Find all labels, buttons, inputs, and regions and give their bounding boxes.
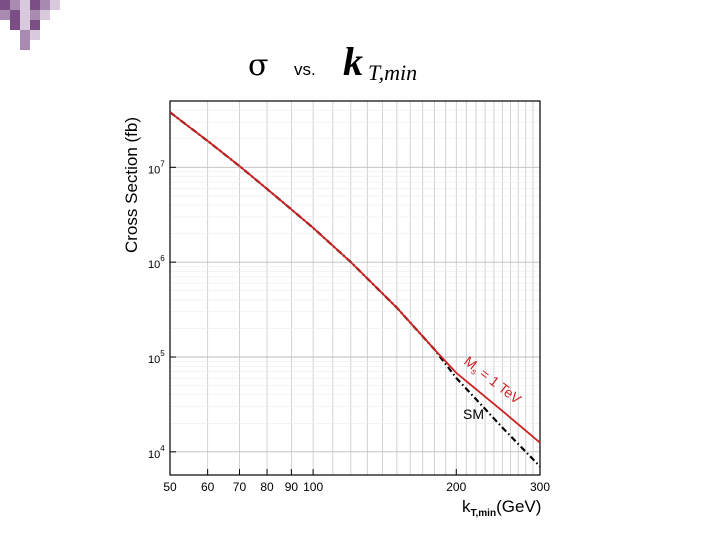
title-sigma: σ [248, 48, 269, 83]
series-group [169, 111, 541, 468]
y-tick-label: 105 [148, 349, 165, 366]
y-tick-label: 107 [148, 159, 165, 176]
decor-square [40, 10, 50, 20]
y-tick-label: 106 [148, 254, 165, 271]
y-tick-label: 104 [148, 444, 165, 461]
decor-square [10, 20, 20, 30]
grid [169, 100, 541, 475]
series-line-ms [169, 111, 541, 444]
decor-square [30, 30, 40, 40]
decor-square [20, 20, 30, 30]
series-label-ms-sub: s [469, 366, 479, 377]
decor-square [30, 10, 40, 20]
title-vs: vs. [294, 60, 316, 79]
decorative-squares [0, 0, 80, 60]
y-tick-label-base: 10 [148, 259, 160, 271]
x-axis-label: kT,min(GeV) [462, 497, 541, 519]
decor-square [20, 10, 30, 20]
decor-square [20, 0, 30, 10]
decor-square [30, 0, 40, 10]
y-tick-label-base: 10 [148, 449, 160, 461]
x-tick-label: 60 [201, 480, 215, 494]
y-tick-label-exponent: 5 [160, 349, 165, 358]
x-tick-label: 200 [446, 480, 466, 494]
decor-square [20, 40, 30, 50]
series-label-sm: SM [463, 406, 484, 422]
x-tick-label: 90 [285, 480, 299, 494]
decor-square [0, 10, 10, 20]
title-subscript: T,min [368, 60, 418, 85]
x-tick-label: 300 [530, 480, 550, 494]
title-k: k [343, 39, 363, 84]
decor-square [50, 0, 60, 10]
series-label-ms-rest: = 1 TeV [474, 363, 525, 408]
decor-square [0, 0, 10, 10]
decor-square [10, 10, 20, 20]
y-tick-label-base: 10 [148, 354, 160, 366]
x-axis-label-unit: (GeV) [496, 497, 541, 516]
decor-square [40, 0, 50, 10]
x-tick-label: 100 [303, 480, 323, 494]
x-axis-label-sub: T,min [471, 508, 497, 519]
y-axis-label: Cross Section (fb) [122, 117, 141, 253]
y-tick-label-exponent: 6 [160, 254, 165, 263]
decor-square [10, 0, 20, 10]
y-tick-label-exponent: 7 [160, 159, 165, 168]
series-line-sm [169, 111, 541, 468]
y-tick-label-exponent: 4 [160, 444, 165, 453]
plot-frame [169, 100, 541, 476]
decor-square [20, 30, 30, 40]
decor-square [30, 20, 40, 30]
x-tick-label: 70 [233, 480, 247, 494]
y-tick-label-base: 10 [148, 164, 160, 176]
x-tick-label: 80 [260, 480, 274, 494]
x-tick-label: 50 [163, 480, 177, 494]
x-axis-label-main: k [462, 497, 471, 516]
